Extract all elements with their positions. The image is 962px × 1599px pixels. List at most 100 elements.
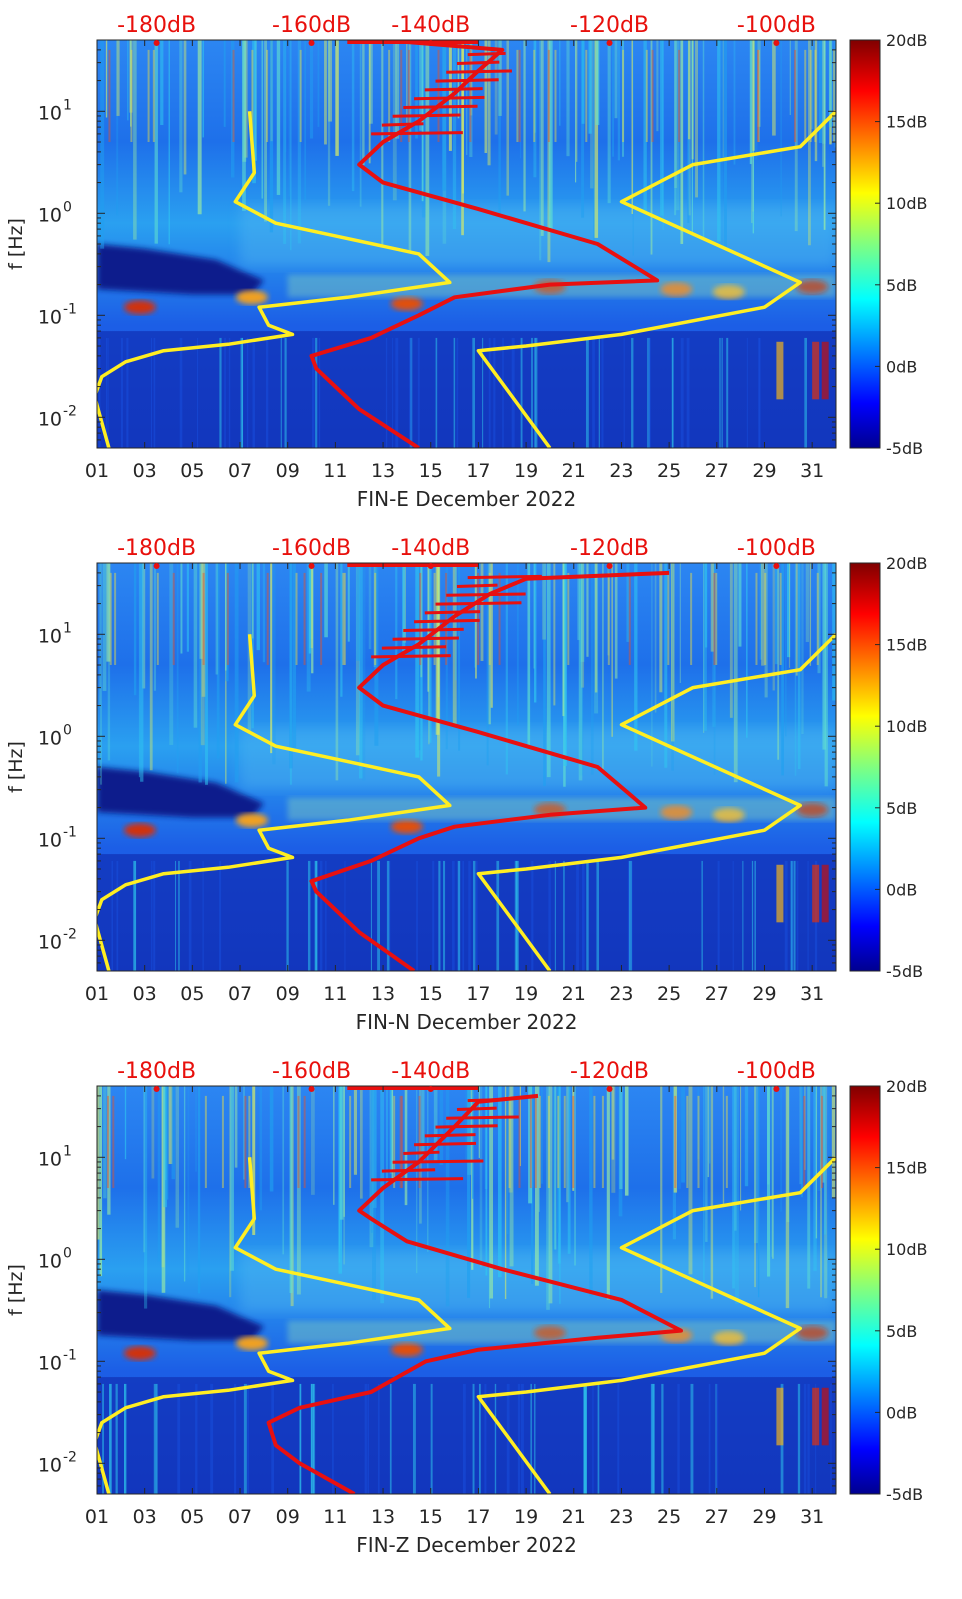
streak: [624, 1086, 629, 1196]
streak: [369, 40, 373, 124]
streak: [234, 1086, 238, 1168]
hot-spot: [123, 300, 156, 315]
streak: [479, 1086, 483, 1268]
lf-streak: [708, 1383, 711, 1494]
streak: [259, 1086, 263, 1211]
hf-streak: [295, 572, 298, 665]
x-tick-label: 03: [133, 1506, 157, 1528]
x-tick-label: 25: [657, 460, 681, 482]
streak: [800, 1086, 803, 1198]
lf-streak: [102, 1383, 104, 1494]
streak: [801, 563, 804, 735]
top-db-marker: [606, 563, 613, 569]
streak: [631, 40, 633, 214]
hf-streak: [557, 1095, 560, 1188]
streak: [428, 563, 430, 745]
top-db-marker: [308, 40, 315, 46]
streak: [828, 40, 833, 128]
panel-1: 01 03 05 07 09 11 13 15 17 19 21 23 25 27 29 3110-210-1…: [5, 13, 928, 511]
lf-streak: [690, 1383, 694, 1494]
hf-streak: [437, 49, 440, 142]
hf-streak: [488, 572, 491, 665]
streak: [317, 40, 320, 127]
streak: [724, 40, 727, 248]
lf-streak: [807, 860, 809, 971]
lf-streak: [417, 337, 420, 448]
hf-streak: [266, 49, 269, 142]
lf-streak: [534, 337, 538, 448]
lf-streak: [195, 1383, 198, 1494]
streak: [251, 563, 254, 639]
hf-streak: [814, 49, 817, 142]
streak: [395, 563, 398, 700]
streak: [818, 40, 822, 144]
lf-streak: [701, 860, 703, 971]
noise-model-curve-1: [97, 634, 452, 971]
x-tick-label: 31: [800, 1506, 824, 1528]
streak: [404, 1086, 408, 1206]
colorbar-label: 0dB: [886, 880, 917, 899]
streak: [368, 40, 371, 164]
lf-streak: [179, 337, 183, 448]
lf-streak: [476, 860, 478, 971]
streak: [822, 1086, 825, 1183]
lf-streak: [332, 1383, 334, 1494]
streak: [781, 563, 784, 776]
lf-streak: [521, 1383, 524, 1494]
streak: [289, 40, 292, 251]
streak: [703, 563, 705, 733]
streak: [494, 40, 498, 135]
streak: [506, 1086, 509, 1235]
hf-streak: [232, 49, 235, 142]
streak: [201, 563, 206, 697]
streak: [809, 563, 812, 666]
streak: [754, 1086, 758, 1244]
lf-streak: [511, 337, 515, 448]
streak: [722, 1086, 725, 1205]
x-tick-label: 27: [705, 460, 729, 482]
lf-streak: [443, 860, 446, 971]
x-axis-label: FIN-E December 2022: [357, 487, 577, 511]
streak: [735, 1086, 739, 1304]
comb-line: [414, 618, 480, 624]
streak: [99, 1086, 103, 1277]
lf-streak: [307, 860, 311, 971]
colorbar-gradient: [849, 1085, 881, 1495]
streak: [97, 1086, 100, 1240]
hf-streak: [156, 572, 159, 665]
streak: [116, 40, 120, 116]
spectrogram: [97, 40, 836, 448]
colorbar-label: 15dB: [886, 1159, 928, 1178]
streak: [578, 563, 583, 781]
x-tick-label: 13: [371, 460, 395, 482]
lf-streak: [388, 860, 391, 971]
streak: [787, 563, 791, 658]
lf-streak: [478, 1383, 481, 1494]
streak: [632, 40, 634, 256]
lf-streak: [493, 337, 496, 448]
streak: [490, 563, 493, 708]
hot-spot: [390, 819, 423, 834]
hf-streak: [400, 49, 403, 142]
top-db-label: -120dB: [570, 13, 649, 38]
top-db-marker: [606, 40, 613, 46]
panel-2: 01 03 05 07 09 11 13 15 17 19 21 23 25 27 29 3110-210-1…: [5, 536, 928, 1034]
streak: [811, 40, 814, 130]
lf-streak: [534, 1383, 536, 1494]
lf-streak: [219, 337, 222, 448]
streak: [421, 1086, 425, 1163]
y-tick-exponent: 1: [63, 97, 72, 113]
lf-streak: [151, 860, 153, 971]
streak: [324, 40, 327, 145]
streak: [538, 1086, 540, 1212]
streak: [660, 40, 664, 216]
hf-streak: [809, 49, 812, 142]
hf-streak: [226, 572, 229, 665]
y-tick-label: 10: [38, 829, 62, 851]
lf-streak: [592, 337, 595, 448]
streak: [703, 563, 707, 731]
streak: [574, 1086, 576, 1266]
lf-streak: [116, 860, 119, 971]
streak: [611, 1086, 615, 1160]
lf-streak: [196, 337, 199, 448]
